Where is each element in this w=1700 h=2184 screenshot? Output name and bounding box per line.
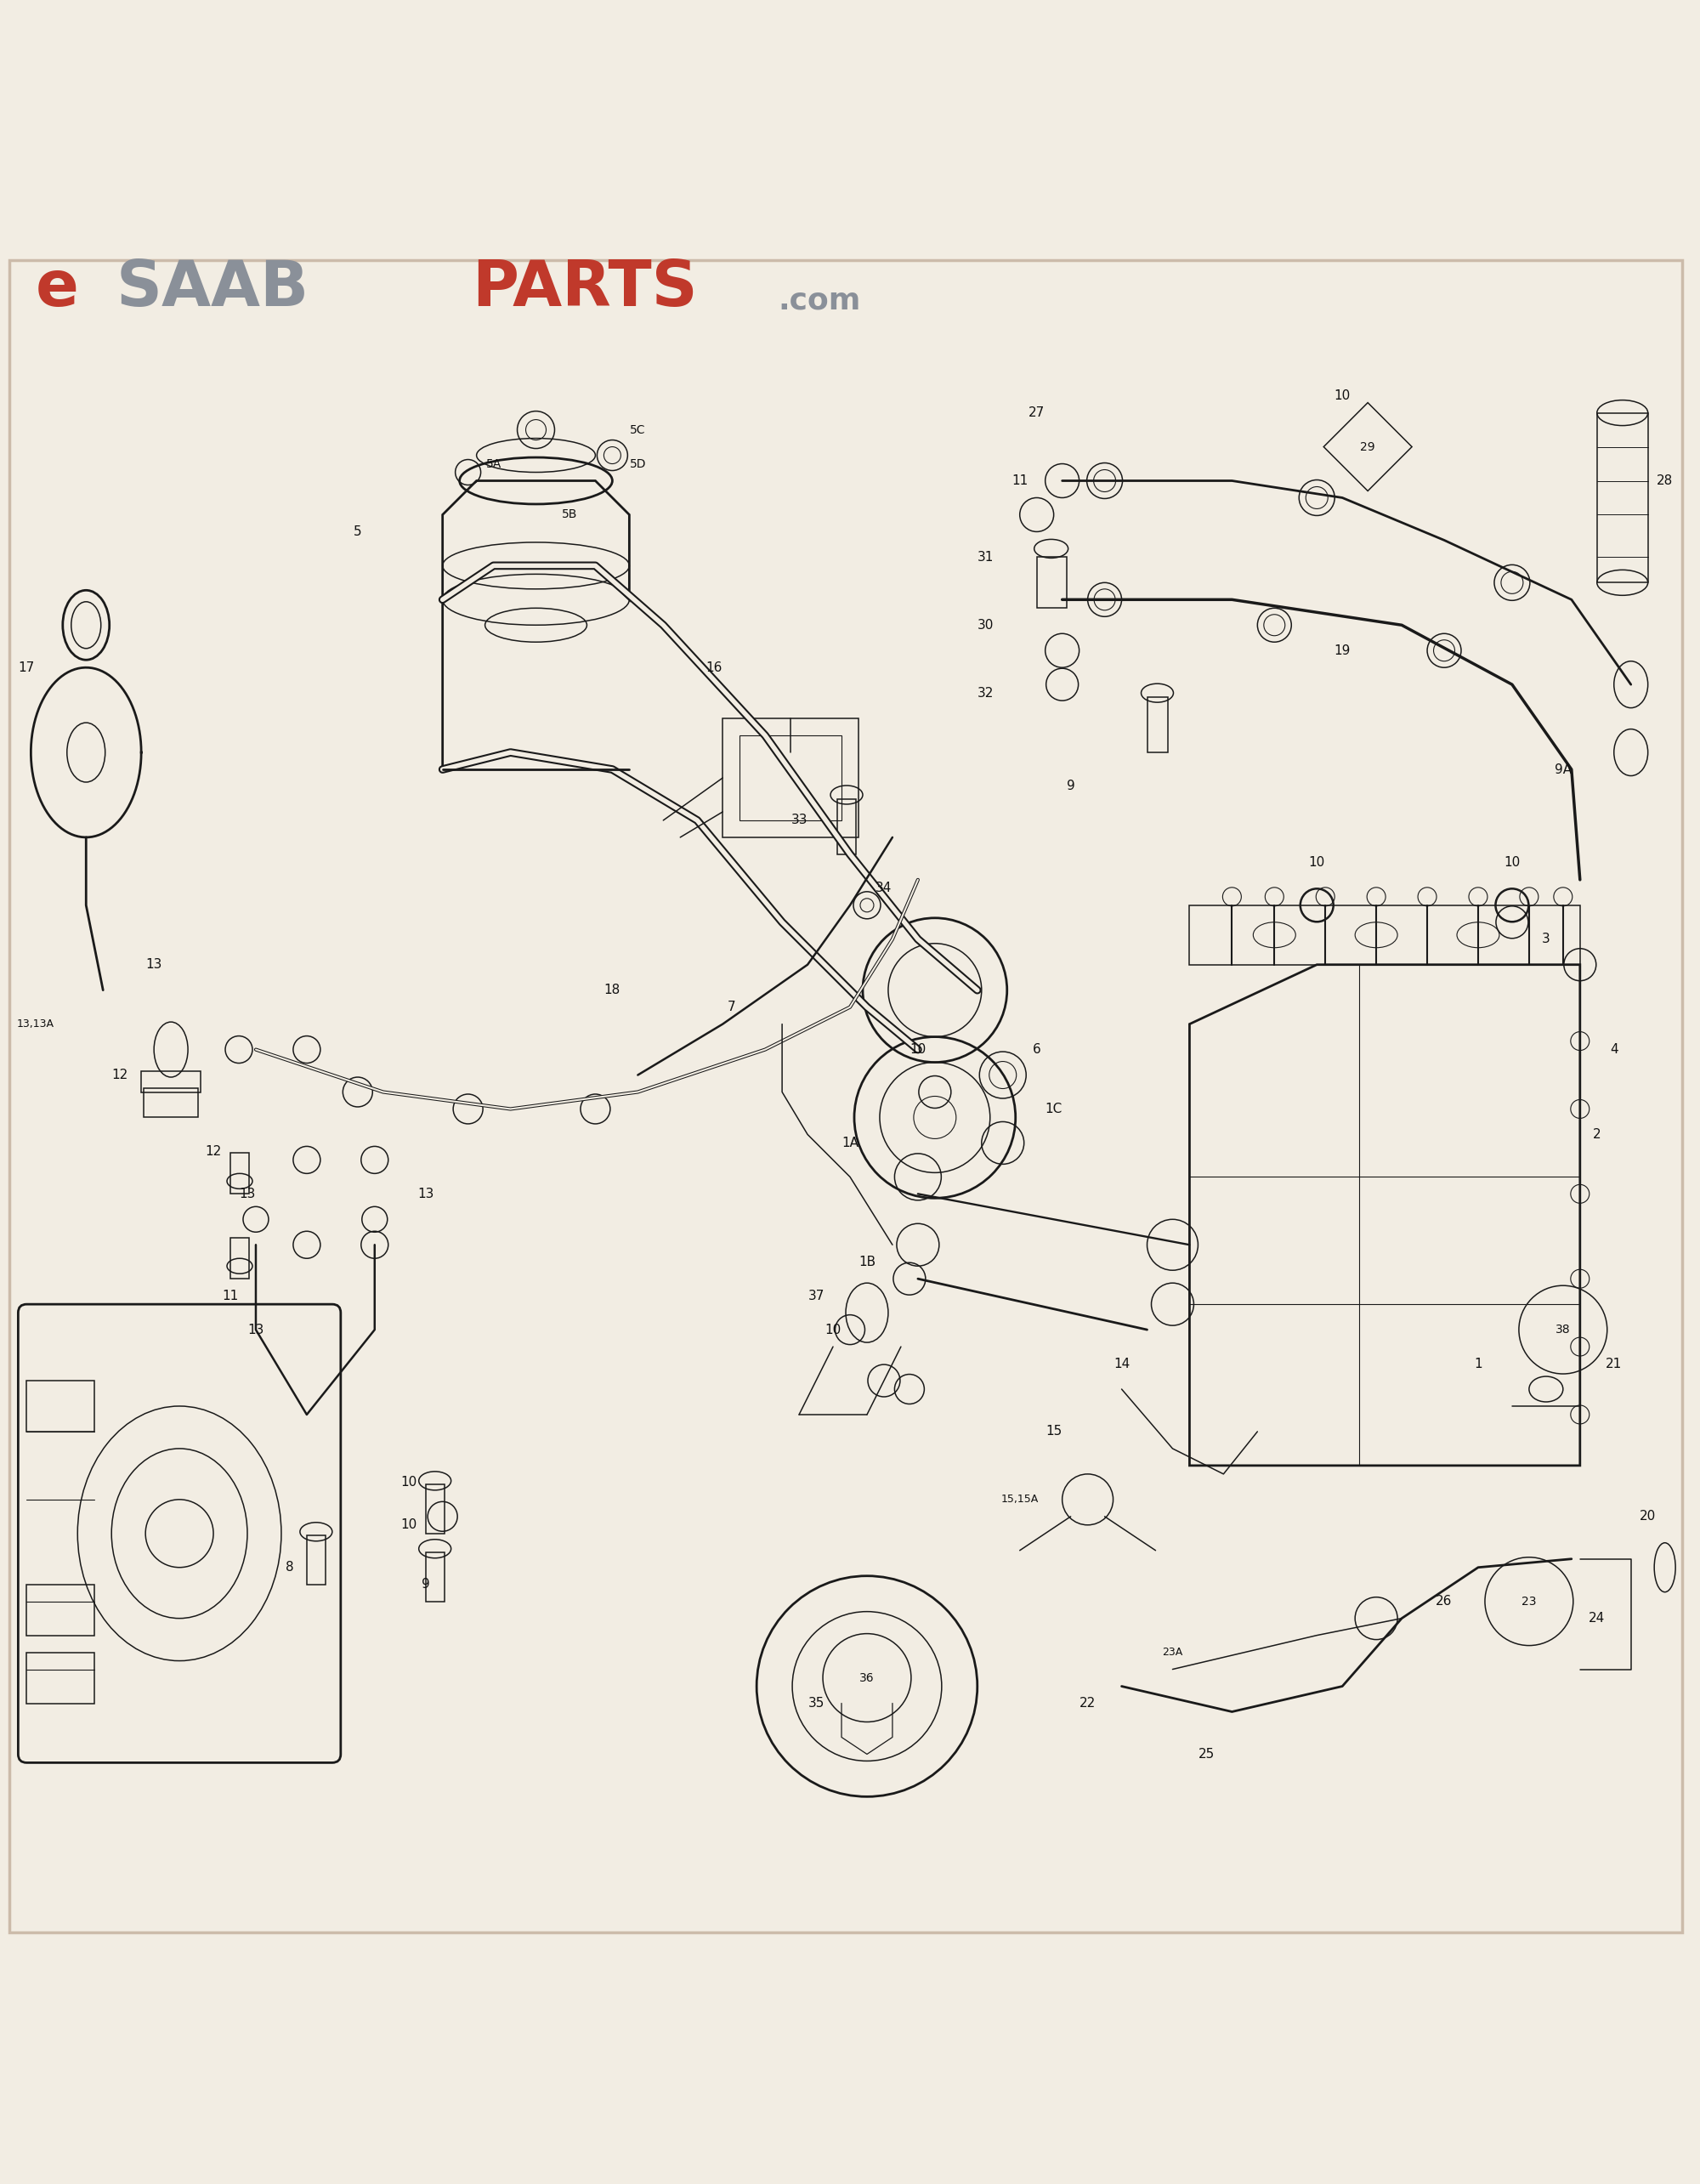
Bar xyxy=(1190,904,1579,965)
Text: 3: 3 xyxy=(1542,933,1550,946)
Bar xyxy=(425,1553,444,1601)
Text: 10: 10 xyxy=(401,1476,416,1489)
Text: 32: 32 xyxy=(978,686,994,699)
Text: 38: 38 xyxy=(1556,1324,1571,1337)
Text: 10: 10 xyxy=(1504,856,1520,869)
Text: 10: 10 xyxy=(910,1044,926,1055)
Bar xyxy=(27,1653,95,1704)
Text: 9: 9 xyxy=(422,1579,430,1590)
Text: 13: 13 xyxy=(146,959,162,972)
Text: 11: 11 xyxy=(223,1289,238,1302)
Bar xyxy=(231,1153,248,1195)
Text: 5D: 5D xyxy=(629,459,646,470)
Bar xyxy=(231,1238,248,1280)
Text: 1C: 1C xyxy=(1046,1103,1062,1116)
Text: 10: 10 xyxy=(824,1324,842,1337)
Text: 13: 13 xyxy=(418,1188,434,1201)
Bar xyxy=(27,1380,95,1431)
Text: 25: 25 xyxy=(1198,1747,1216,1760)
Text: 16: 16 xyxy=(706,662,722,675)
Text: 13: 13 xyxy=(248,1324,264,1337)
Text: 27: 27 xyxy=(1028,406,1046,419)
Text: 15,15A: 15,15A xyxy=(1001,1494,1039,1505)
Bar xyxy=(27,1583,95,1636)
Text: 23A: 23A xyxy=(1163,1647,1183,1658)
Text: 18: 18 xyxy=(604,983,620,996)
Text: 29: 29 xyxy=(1360,441,1375,452)
Text: 17: 17 xyxy=(19,662,34,675)
Text: 33: 33 xyxy=(790,815,807,828)
Text: 4: 4 xyxy=(1610,1044,1618,1055)
Text: 13: 13 xyxy=(240,1188,255,1201)
Text: 5: 5 xyxy=(354,526,362,537)
Text: e: e xyxy=(36,258,78,319)
Bar xyxy=(144,1088,199,1118)
Text: 5A: 5A xyxy=(486,459,502,470)
Text: 2: 2 xyxy=(1593,1129,1601,1140)
Text: 22: 22 xyxy=(1080,1697,1096,1710)
Bar xyxy=(425,1485,444,1533)
Text: 15: 15 xyxy=(1046,1426,1062,1437)
Text: 12: 12 xyxy=(112,1068,128,1081)
Text: 10: 10 xyxy=(401,1518,416,1531)
Text: 30: 30 xyxy=(978,618,994,631)
Text: 1A: 1A xyxy=(842,1136,858,1149)
Text: 24: 24 xyxy=(1590,1612,1605,1625)
Text: 10: 10 xyxy=(1309,856,1324,869)
Text: 36: 36 xyxy=(860,1671,874,1684)
Text: 31: 31 xyxy=(978,550,994,563)
Text: 37: 37 xyxy=(808,1289,824,1302)
Text: 11: 11 xyxy=(1012,474,1028,487)
Text: 1: 1 xyxy=(1474,1356,1482,1369)
Text: 8: 8 xyxy=(286,1562,294,1575)
Bar xyxy=(1148,697,1168,753)
Bar xyxy=(838,799,855,854)
Bar xyxy=(740,736,842,821)
Text: 23: 23 xyxy=(1522,1597,1537,1607)
Text: 10: 10 xyxy=(1334,389,1350,402)
Text: 20: 20 xyxy=(1640,1509,1656,1522)
Text: 14: 14 xyxy=(1114,1356,1130,1369)
Text: 9A: 9A xyxy=(1554,762,1571,775)
Bar xyxy=(1037,557,1066,607)
Text: 1B: 1B xyxy=(858,1256,876,1269)
Text: 21: 21 xyxy=(1606,1356,1622,1369)
Bar xyxy=(306,1535,325,1583)
Text: 5B: 5B xyxy=(563,509,578,520)
Text: 28: 28 xyxy=(1658,474,1673,487)
Text: .com: .com xyxy=(779,286,860,314)
Text: 6: 6 xyxy=(1032,1044,1040,1055)
Text: PARTS: PARTS xyxy=(473,258,699,319)
Text: 34: 34 xyxy=(876,882,892,895)
Text: 5C: 5C xyxy=(631,424,646,437)
Text: 19: 19 xyxy=(1334,644,1350,657)
Text: SAAB: SAAB xyxy=(116,258,309,319)
Text: 7: 7 xyxy=(728,1000,736,1013)
Text: 35: 35 xyxy=(808,1697,824,1710)
Text: 26: 26 xyxy=(1436,1594,1452,1607)
Text: 9: 9 xyxy=(1066,780,1074,793)
Text: 13,13A: 13,13A xyxy=(17,1018,54,1029)
Bar xyxy=(141,1070,201,1092)
Bar xyxy=(1596,413,1647,583)
Bar xyxy=(722,719,858,836)
Text: 12: 12 xyxy=(206,1144,221,1158)
